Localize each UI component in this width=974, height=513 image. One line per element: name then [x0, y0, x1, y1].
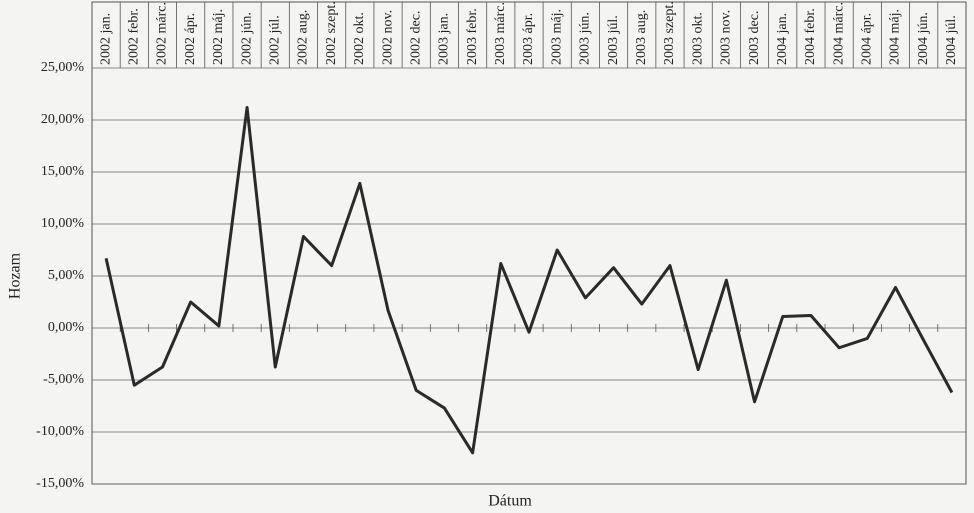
x-tick-label: 2002 szept.: [324, 1, 339, 65]
x-tick-label: 2002 aug.: [296, 10, 311, 65]
y-tick-label: 15,00%: [41, 164, 85, 179]
x-tick-label: 2004 jan.: [775, 13, 790, 65]
x-tick-label: 2003 jan.: [437, 13, 452, 65]
x-tick-label: 2002 jan.: [98, 13, 113, 65]
x-tick-label: 2003 okt.: [690, 12, 705, 65]
x-axis-label: Dátum: [488, 493, 532, 510]
x-tick-label: 2002 máj.: [211, 9, 226, 65]
x-tick-label: 2004 júl.: [944, 15, 959, 65]
y-tick-label: 20,00%: [41, 112, 85, 127]
x-tick-label: 2003 máj.: [549, 9, 564, 65]
x-tick-label: 2002 ápr.: [183, 13, 198, 65]
x-tick-label: 2003 aug.: [634, 10, 649, 65]
x-tick-label: 2002 júl.: [267, 15, 282, 65]
x-tick-label: 2003 szept.: [662, 1, 677, 65]
y-tick-label: 25,00%: [41, 60, 85, 75]
x-tick-label: 2004 márc.: [831, 2, 846, 65]
x-tick-label: 2002 jún.: [239, 12, 254, 65]
y-tick-label: 10,00%: [41, 216, 85, 231]
x-tick-label: 2004 ápr.: [860, 13, 875, 65]
x-tick-label: 2004 máj.: [888, 9, 903, 65]
y-axis-label: Hozam: [7, 252, 24, 299]
x-tick-label: 2004 jún.: [916, 12, 931, 65]
x-tick-label: 2002 dec.: [408, 11, 423, 65]
x-tick-label: 2002 nov.: [380, 10, 395, 65]
x-tick-label: 2002 febr.: [127, 8, 142, 65]
y-tick-label: -10,00%: [36, 424, 84, 439]
x-tick-label: 2004 febr.: [803, 8, 818, 65]
x-tick-label: 2002 márc.: [155, 2, 170, 65]
y-tick-label: -15,00%: [36, 476, 84, 491]
data-line: [104, 106, 954, 455]
y-tick-label: -5,00%: [43, 372, 84, 387]
y-tick-label: 5,00%: [48, 268, 85, 283]
y-tick-label: 0,00%: [48, 320, 85, 335]
x-tick-label: 2003 dec.: [747, 11, 762, 65]
x-tick-label: 2003 nov.: [719, 10, 734, 65]
x-tick-label: 2003 márc.: [493, 2, 508, 65]
x-tick-label: 2003 jún.: [578, 12, 593, 65]
x-tick-label: 2003 júl.: [606, 15, 621, 65]
x-tick-label: 2002 okt.: [352, 12, 367, 65]
x-tick-label: 2003 ápr.: [521, 13, 536, 65]
x-tick-label: 2003 febr.: [465, 8, 480, 65]
